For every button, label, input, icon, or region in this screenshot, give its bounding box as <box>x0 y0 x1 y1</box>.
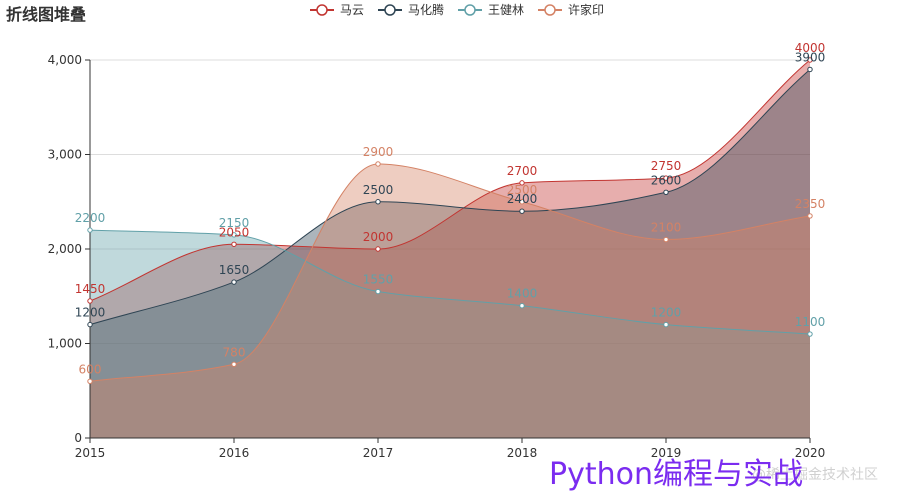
data-point[interactable] <box>375 161 381 167</box>
data-label: 600 <box>79 362 102 376</box>
series-area <box>90 69 810 438</box>
y-tick-label: 3,000 <box>48 148 82 162</box>
watermark-text: Python编程与实战 <box>549 457 803 492</box>
data-label: 2200 <box>75 211 106 225</box>
chart-legend: 马云 马化腾 王健林 许家印 <box>310 2 604 17</box>
series-area <box>90 60 810 438</box>
data-label: 2500 <box>507 183 538 197</box>
data-label: 780 <box>223 345 246 359</box>
series-area <box>90 163 810 438</box>
data-label: 1550 <box>363 273 394 287</box>
data-point[interactable] <box>375 246 381 252</box>
legend-marker-icon <box>544 4 556 16</box>
data-label: 1200 <box>651 306 682 320</box>
data-point[interactable] <box>87 227 93 233</box>
legend-marker-icon <box>316 4 328 16</box>
legend-marker-icon <box>384 4 396 16</box>
data-label: 2000 <box>363 230 394 244</box>
y-tick-label: 0 <box>74 431 82 445</box>
data-point[interactable] <box>519 199 525 205</box>
x-tick-label: 2020 <box>795 446 826 460</box>
data-point[interactable] <box>231 361 237 367</box>
legend-label: 马云 <box>340 3 364 17</box>
data-label: 2600 <box>651 173 682 187</box>
x-tick-label: 2019 <box>651 446 682 460</box>
data-point[interactable] <box>519 208 525 214</box>
data-point[interactable] <box>663 175 669 181</box>
chart-data-points <box>87 57 813 384</box>
chart-series-areas <box>90 60 810 438</box>
data-point[interactable] <box>663 321 669 328</box>
data-label: 2900 <box>363 145 394 159</box>
data-label: 1200 <box>75 306 106 320</box>
chart-title: 折线图堆叠 <box>6 5 86 24</box>
data-label: 2400 <box>507 192 538 206</box>
series-area <box>90 230 810 438</box>
y-tick-label: 2,000 <box>48 242 82 256</box>
x-tick-label: 2017 <box>363 446 394 460</box>
legend-label: 马化腾 <box>408 2 444 17</box>
data-point[interactable] <box>375 288 381 295</box>
data-point[interactable] <box>807 66 813 73</box>
data-point[interactable] <box>87 321 93 328</box>
data-point[interactable] <box>807 213 813 219</box>
legend-item[interactable]: 马云 <box>310 3 364 17</box>
series-line <box>89 69 811 326</box>
legend-label: 王健林 <box>488 3 524 17</box>
data-point[interactable] <box>807 331 813 337</box>
data-label: 4000 <box>795 41 826 55</box>
data-point[interactable] <box>231 232 237 238</box>
data-label: 2500 <box>363 183 394 197</box>
data-point[interactable] <box>375 199 381 205</box>
series-line <box>89 59 811 302</box>
legend-item[interactable]: 马化腾 <box>378 2 444 17</box>
data-label: 2150 <box>219 216 250 230</box>
x-tick-label: 2015 <box>75 446 106 460</box>
data-point[interactable] <box>87 378 93 384</box>
data-point[interactable] <box>663 189 669 196</box>
chart-gridlines <box>90 59 810 344</box>
watermark-site-text: @稀土掘金技术社区 <box>752 467 878 483</box>
x-tick-label: 2016 <box>219 446 250 460</box>
series-line <box>89 229 811 335</box>
data-label: 2750 <box>651 159 682 173</box>
data-point[interactable] <box>519 180 525 186</box>
y-tick-label: 4,000 <box>48 53 82 67</box>
legend-item[interactable]: 王健林 <box>458 3 524 17</box>
y-tick-label: 1,000 <box>48 337 82 351</box>
data-label: 2100 <box>651 221 682 235</box>
x-tick-label: 2018 <box>507 446 538 460</box>
chart-series-lines <box>89 59 811 382</box>
data-point[interactable] <box>519 303 525 309</box>
data-point[interactable] <box>663 236 669 243</box>
data-label: 2050 <box>219 225 250 239</box>
data-label: 2700 <box>507 164 538 178</box>
data-label: 2350 <box>795 197 826 211</box>
series-line <box>89 163 811 382</box>
data-point[interactable] <box>87 298 93 304</box>
data-point[interactable] <box>807 57 813 63</box>
data-label: 1450 <box>75 282 106 296</box>
data-label: 1400 <box>507 287 538 301</box>
legend-label: 许家印 <box>568 2 604 17</box>
data-point[interactable] <box>231 241 237 247</box>
legend-marker-icon <box>464 4 476 16</box>
data-label: 1100 <box>795 315 826 329</box>
data-point[interactable] <box>231 279 237 285</box>
data-label: 3900 <box>795 50 826 64</box>
legend-item[interactable]: 许家印 <box>538 2 604 17</box>
chart-axes: 0 1,000 2,000 3,000 4,000 2015 2016 2017 2018 201… <box>48 53 826 460</box>
data-label: 1650 <box>219 263 250 277</box>
